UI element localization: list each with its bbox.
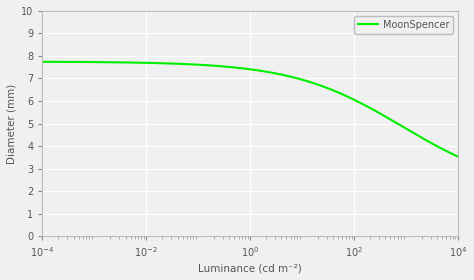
MoonSpencer	[367, 106, 373, 109]
MoonSpencer	[61, 60, 66, 64]
Y-axis label: Diameter (mm): Diameter (mm)	[7, 83, 17, 164]
MoonSpencer	[230, 66, 236, 69]
X-axis label: Luminance (cd m⁻²): Luminance (cd m⁻²)	[198, 263, 302, 273]
MoonSpencer	[443, 149, 448, 152]
Line: MoonSpencer: MoonSpencer	[42, 62, 458, 157]
MoonSpencer	[455, 155, 461, 158]
Legend: MoonSpencer: MoonSpencer	[355, 16, 453, 34]
MoonSpencer	[242, 67, 247, 70]
MoonSpencer	[39, 60, 45, 64]
MoonSpencer	[443, 149, 448, 152]
